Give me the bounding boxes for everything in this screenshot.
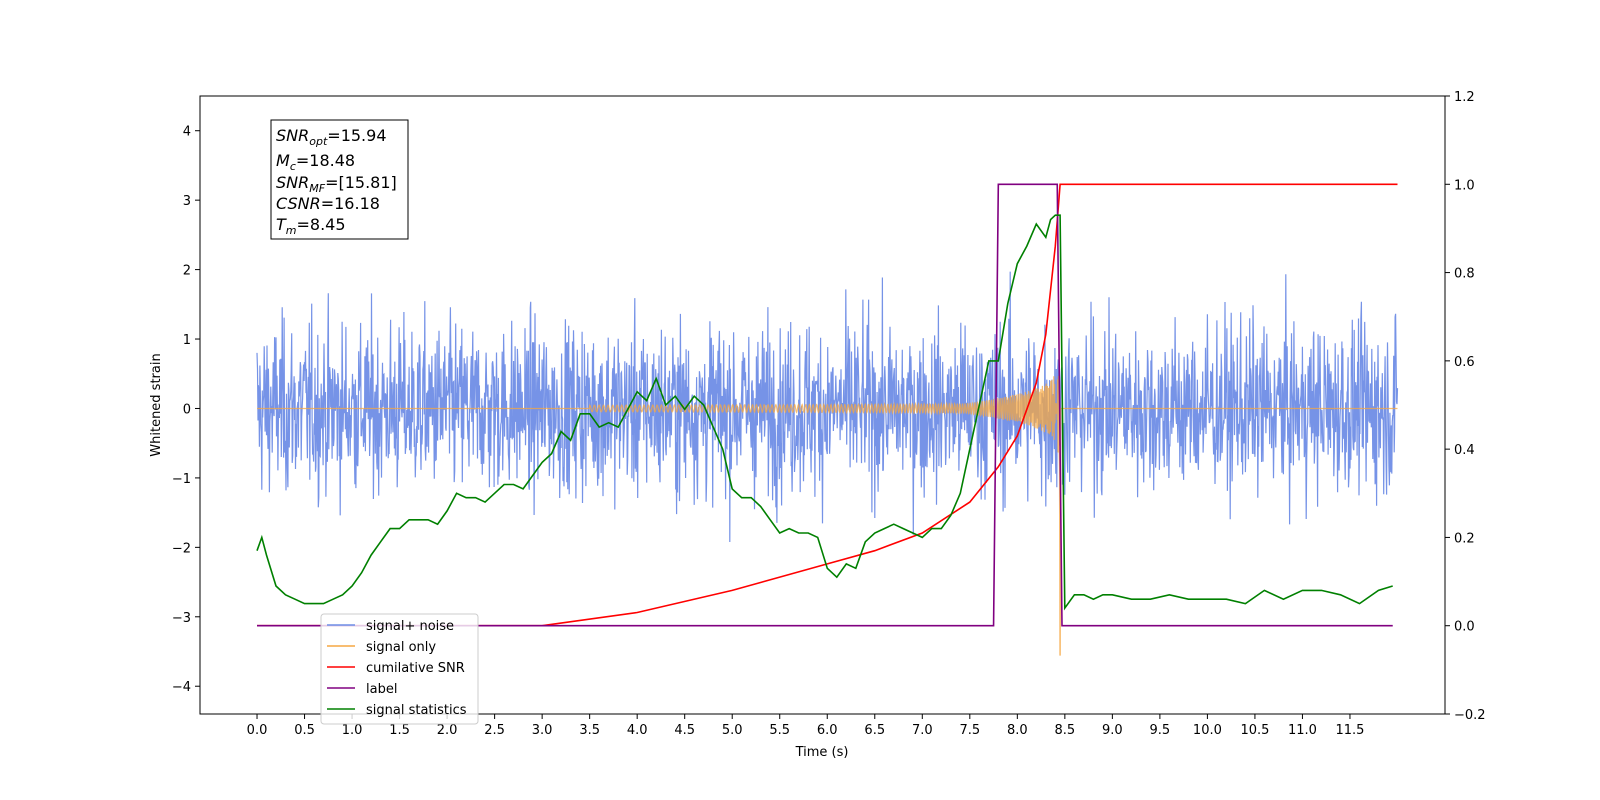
- y-tick-label: 3: [183, 194, 191, 209]
- x-tick-label: 10.0: [1193, 723, 1222, 738]
- y-axis-right: 1.2 1.0 0.8 0.6 0.4 0.2 0.0 −0.2: [1445, 90, 1486, 723]
- x-tick-label: 10.5: [1240, 723, 1269, 738]
- y2-tick-label: 0.0: [1454, 620, 1475, 635]
- x-tick-label: 11.0: [1288, 723, 1317, 738]
- x-tick-label: 11.5: [1335, 723, 1364, 738]
- info-line-snr-opt: SNRopt=15.94: [276, 126, 387, 148]
- y2-tick-label: 0.2: [1454, 531, 1475, 546]
- x-tick-label: 0.5: [294, 723, 315, 738]
- y-axis-label: Whitened strain: [149, 353, 164, 456]
- x-tick-label: 2.5: [484, 723, 505, 738]
- x-tick-label: 9.0: [1102, 723, 1123, 738]
- legend-item-signal-noise: signal+ noise: [327, 619, 454, 634]
- legend-label-signal-noise: signal+ noise: [366, 619, 454, 634]
- x-tick-label: 3.5: [579, 723, 600, 738]
- x-tick-label: 0.0: [247, 723, 268, 738]
- x-tick-label: 1.0: [342, 723, 363, 738]
- y-tick-label: 4: [183, 125, 191, 140]
- x-tick-label: 5.5: [769, 723, 790, 738]
- legend-item-signal-only: signal only: [327, 640, 436, 655]
- x-tick-label: 8.0: [1007, 723, 1028, 738]
- y2-tick-label: 0.4: [1454, 443, 1475, 458]
- y-axis-left: 4 3 2 1 0 −1 −2 −3 −4: [172, 125, 200, 695]
- y-tick-label: −1: [172, 472, 191, 487]
- info-box-frame: [270, 119, 409, 240]
- x-tick-label: 8.5: [1055, 723, 1076, 738]
- x-tick-label: 4.0: [627, 723, 648, 738]
- y-tick-label: 0: [183, 402, 191, 417]
- x-tick-label: 7.0: [912, 723, 933, 738]
- series-signal-noise: [256, 271, 1399, 543]
- info-line-tm: Tm=8.45: [276, 215, 346, 237]
- y2-tick-label: −0.2: [1454, 708, 1486, 723]
- info-line-csnr: CSNR=16.18: [276, 194, 380, 213]
- y-tick-label: 2: [183, 264, 191, 279]
- y2-tick-label: 0.6: [1454, 355, 1475, 370]
- y-tick-label: −3: [172, 611, 191, 626]
- y-tick-label: 1: [183, 333, 191, 348]
- x-tick-label: 4.5: [674, 723, 695, 738]
- x-tick-label: 7.5: [959, 723, 980, 738]
- series-label: [257, 183, 1393, 627]
- legend-item-signal-statistics: signal statistics: [327, 703, 467, 718]
- x-tick-label: 6.5: [864, 723, 885, 738]
- y-tick-label: −4: [172, 680, 191, 695]
- y-tick-label: −2: [172, 541, 191, 556]
- x-tick-label: 1.5: [389, 723, 410, 738]
- legend-label-signal-statistics: signal statistics: [366, 703, 467, 718]
- info-line-snr-mf: SNRMF=[15.81]: [276, 173, 397, 195]
- series-signal-only: [257, 375, 1398, 656]
- x-tick-label: 6.0: [817, 723, 838, 738]
- y2-tick-label: 1.0: [1454, 178, 1475, 193]
- legend-item-label: label: [327, 682, 397, 697]
- y2-tick-label: 1.2: [1454, 90, 1475, 105]
- info-box: SNRopt=15.94 Mc=18.48 SNRMF=[15.81] CSNR…: [270, 119, 409, 240]
- legend-frame: [320, 613, 479, 725]
- series-signal-statistics: [256, 214, 1393, 611]
- legend: signal+ noise signal only cumilative SNR…: [320, 613, 479, 725]
- x-tick-label: 2.0: [437, 723, 458, 738]
- x-axis-label: Time (s): [795, 745, 849, 760]
- legend-label-label: label: [366, 682, 397, 697]
- x-tick-label: 5.0: [722, 723, 743, 738]
- legend-label-signal-only: signal only: [366, 640, 436, 655]
- legend-label-cumilative-snr: cumilative SNR: [366, 661, 465, 676]
- plot-area: [256, 183, 1399, 656]
- info-line-mc: Mc=18.48: [276, 151, 355, 173]
- legend-item-cumilative-snr: cumilative SNR: [327, 661, 465, 676]
- x-tick-label: 3.0: [532, 723, 553, 738]
- plot-frame: [199, 95, 1446, 715]
- y2-tick-label: 0.8: [1454, 267, 1475, 282]
- x-axis: 0.0 0.5 1.0 1.5 2.0 2.5 3.0 3.5 4.0 4.5 5.0 5.5 6.0 6…: [247, 714, 1364, 738]
- x-tick-label: 9.5: [1150, 723, 1171, 738]
